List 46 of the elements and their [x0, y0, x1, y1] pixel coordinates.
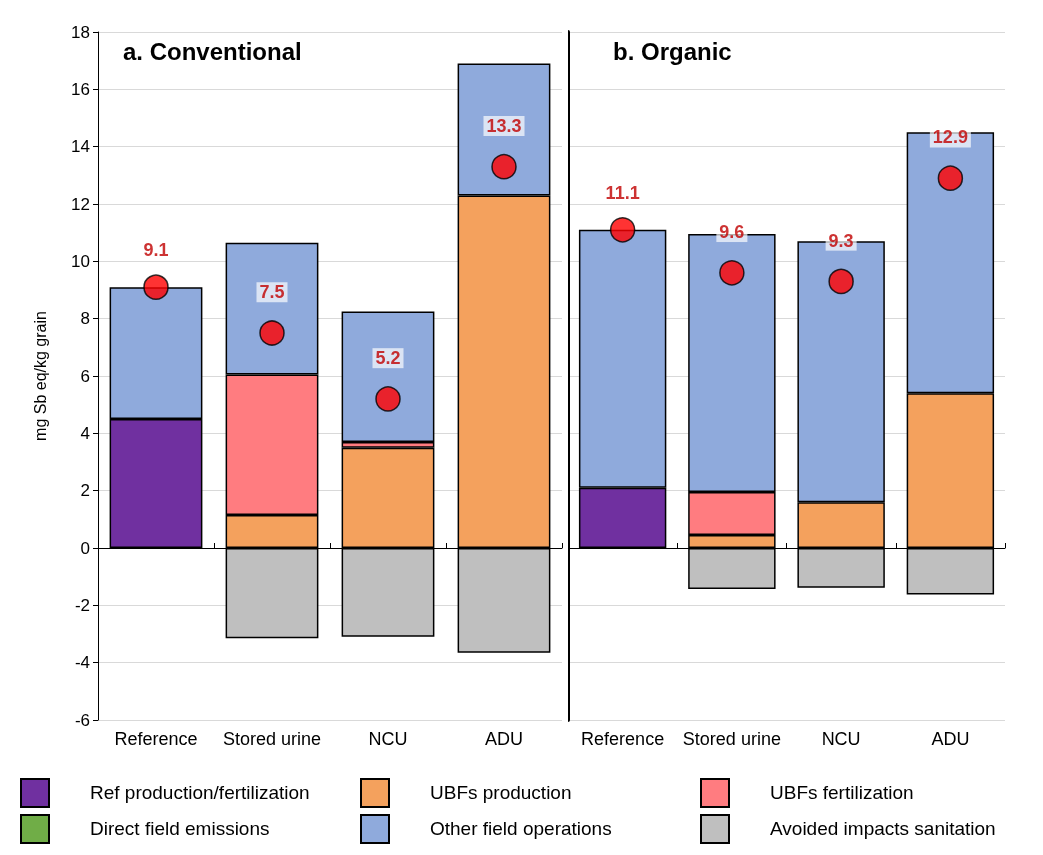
legend-label: Ref production/fertilization [90, 782, 310, 804]
y-tick-label: 16 [71, 79, 90, 99]
x-tick-label: Reference [114, 729, 198, 749]
legend-label: UBFs production [430, 782, 572, 804]
legend-label: Avoided impacts sanitation [770, 818, 996, 840]
y-tick-label: -2 [74, 595, 90, 615]
y-tick-label: 6 [80, 366, 90, 386]
data-label: 9.1 [143, 240, 169, 261]
data-label: 7.5 [259, 282, 285, 303]
y-tick-label: 0 [80, 538, 90, 558]
y-tick-label: 10 [71, 251, 90, 271]
y-tick-label: -6 [74, 710, 90, 730]
x-tick-label: Stored urine [222, 729, 322, 749]
y-tick-label: 4 [80, 423, 90, 443]
legend-label: UBFs fertilization [770, 782, 914, 804]
data-label: 9.6 [719, 222, 745, 243]
y-tick-label: -4 [74, 653, 90, 673]
x-tick-label: Reference [581, 729, 665, 749]
legend-label: Other field operations [430, 818, 612, 840]
x-tick-label: NCU [821, 729, 861, 749]
chart-title: a. Conventional [123, 37, 302, 65]
y-tick-label: 8 [80, 309, 90, 329]
point [828, 268, 854, 295]
x-tick-label: NCU [368, 729, 408, 749]
point [143, 274, 169, 300]
data-label: 11.1 [605, 183, 640, 204]
data-label: 9.3 [828, 230, 854, 251]
point [609, 217, 636, 243]
y-axis-title: mg Sb eq/kg grain [31, 311, 49, 441]
point [937, 165, 964, 191]
point [491, 153, 517, 180]
point [259, 320, 285, 346]
chart-title: b. Organic [613, 37, 732, 65]
data-label: 12.9 [932, 127, 968, 148]
y-tick-label: 2 [80, 481, 90, 501]
y-tick-label: 14 [71, 137, 90, 157]
y-tick-label: 18 [71, 22, 90, 42]
x-tick-label: ADU [931, 729, 970, 749]
legend-label: Direct field emissions [90, 818, 270, 840]
y-tick-label: 12 [71, 194, 90, 214]
point [375, 386, 401, 412]
x-tick-label: ADU [484, 729, 524, 749]
data-label: 13.3 [486, 115, 522, 136]
data-label: 5.2 [375, 348, 401, 369]
point [719, 260, 745, 286]
x-tick-label: Stored urine [682, 729, 781, 749]
